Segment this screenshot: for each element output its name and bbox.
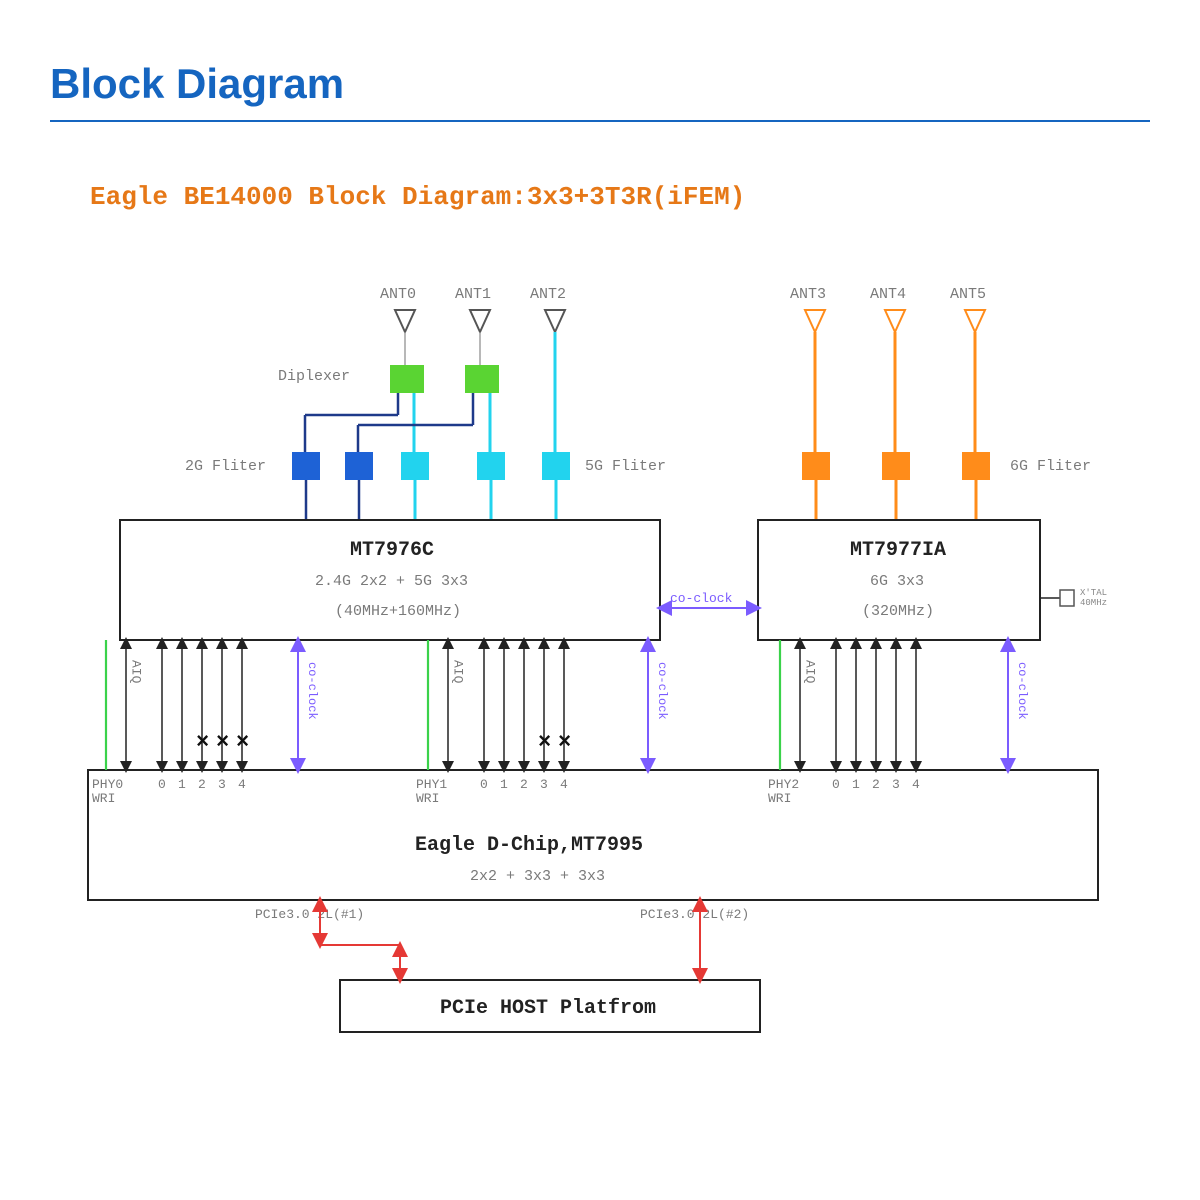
filter-2g-box (345, 452, 373, 480)
svg-text:2: 2 (520, 777, 528, 792)
antenna-label: ANT5 (950, 286, 986, 303)
chip-line3: (40MHz+160MHz) (335, 603, 461, 620)
svg-text:1: 1 (852, 777, 860, 792)
chip-line2: 2.4G 2x2 + 5G 3x3 (315, 573, 468, 590)
antenna-label: ANT2 (530, 286, 566, 303)
phy1-links: AIQ × × co-clock (428, 640, 669, 770)
phy1-label: PHY1 (416, 777, 447, 792)
aiq-label: AIQ (129, 660, 144, 684)
filter-6g-label: 6G Fliter (1010, 458, 1091, 475)
filter-5g-box (542, 452, 570, 480)
co-clock-label: co-clock (670, 591, 733, 606)
svg-text:4: 4 (560, 777, 568, 792)
svg-text:0: 0 (832, 777, 840, 792)
svg-text:×: × (538, 730, 551, 755)
svg-text:×: × (236, 730, 249, 755)
filter-6g-box (962, 452, 990, 480)
filter-6g-box (802, 452, 830, 480)
svg-text:4: 4 (238, 777, 246, 792)
antenna-group-right: ANT3 ANT4 ANT5 (790, 286, 986, 452)
filter-5g-box (401, 452, 429, 480)
phy0-sub: WRI (92, 791, 115, 806)
filter-2g-label: 2G Fliter (185, 458, 266, 475)
svg-text:4: 4 (912, 777, 920, 792)
svg-text:1: 1 (178, 777, 186, 792)
block-diagram-svg: ANT0 ANT1 ANT2 Diplexer 2G Fliter 5G Fli… (0, 0, 1200, 1200)
svg-text:3: 3 (540, 777, 548, 792)
antenna-label: ANT1 (455, 286, 491, 303)
phy2-sub: WRI (768, 791, 791, 806)
svg-text:0: 0 (480, 777, 488, 792)
svg-text:×: × (216, 730, 229, 755)
diplexer-box (465, 365, 499, 393)
svg-text:0: 0 (158, 777, 166, 792)
aiq-label: AIQ (803, 660, 818, 684)
host-label: PCIe HOST Platfrom (440, 997, 656, 1020)
antenna-label: ANT0 (380, 286, 416, 303)
svg-text:3: 3 (892, 777, 900, 792)
filter-2g-box (292, 452, 320, 480)
antenna-label: ANT3 (790, 286, 826, 303)
chip-name: MT7977IA (850, 539, 946, 562)
phy2-links: AIQ co-clock (780, 640, 1029, 770)
phy0-links: AIQ × × × co-clock (106, 640, 319, 770)
phy1-sub: WRI (416, 791, 439, 806)
chip-line2: 6G 3x3 (870, 573, 924, 590)
filter-5g-box (477, 452, 505, 480)
pcie1-label: PCIe3.0 2L(#1) (255, 907, 364, 922)
svg-text:×: × (196, 730, 209, 755)
dchip-sub: 2x2 + 3x3 + 3x3 (470, 868, 605, 885)
chip-name: MT7976C (350, 539, 434, 562)
svg-text:1: 1 (500, 777, 508, 792)
chip-line3: (320MHz) (862, 603, 934, 620)
svg-text:co-clock: co-clock (1015, 662, 1029, 720)
svg-text:3: 3 (218, 777, 226, 792)
aiq-label: AIQ (451, 660, 466, 684)
phy2-label: PHY2 (768, 777, 799, 792)
svg-text:2: 2 (872, 777, 880, 792)
svg-text:co-clock: co-clock (305, 662, 319, 720)
dchip-title: Eagle D-Chip,MT7995 (415, 834, 643, 857)
svg-text:×: × (558, 730, 571, 755)
svg-text:40MHz: 40MHz (1080, 598, 1107, 608)
svg-text:2: 2 (198, 777, 206, 792)
xtal-note: X'TAL (1080, 588, 1107, 598)
filter-5g-label: 5G Fliter (585, 458, 666, 475)
pcie2-label: PCIe3.0 2L(#2) (640, 907, 749, 922)
filter-6g-box (882, 452, 910, 480)
phy0-label: PHY0 (92, 777, 123, 792)
diplexer-box (390, 365, 424, 393)
diplexer-label: Diplexer (278, 368, 350, 385)
svg-text:co-clock: co-clock (655, 662, 669, 720)
antenna-label: ANT4 (870, 286, 906, 303)
